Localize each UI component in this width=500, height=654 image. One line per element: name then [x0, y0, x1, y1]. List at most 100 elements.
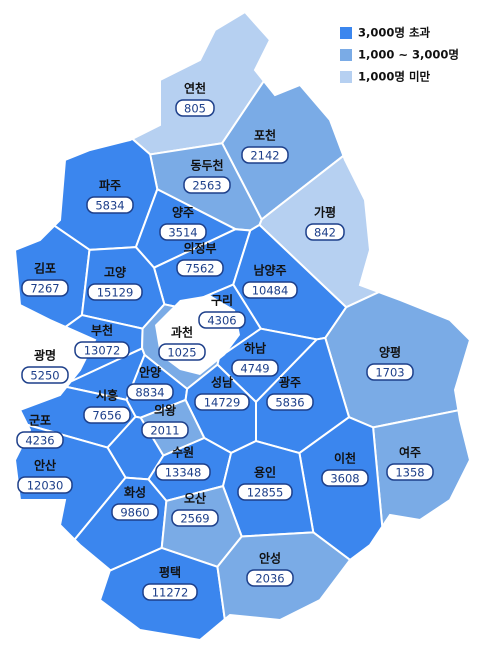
region-name: 시흥 [96, 388, 118, 403]
value-box [171, 509, 219, 527]
legend-swatch [340, 49, 352, 61]
value-box [126, 383, 174, 401]
region-name: 양평 [379, 345, 401, 360]
legend-swatch [340, 27, 352, 39]
region-name: 광명 [34, 348, 56, 363]
region-value: 5250 [30, 369, 59, 383]
legend: 3,000명 초과 1,000 ~ 3,000명 1,000명 미만 [340, 26, 459, 84]
region-value: 2036 [255, 572, 284, 586]
value-box [246, 569, 294, 587]
region-name: 남양주 [253, 263, 286, 278]
value-box [366, 363, 414, 381]
region-value: 7267 [30, 282, 59, 296]
region-value: 2563 [192, 179, 221, 193]
value-box [175, 99, 215, 117]
region-name: 오산 [184, 491, 206, 506]
value-box [17, 476, 73, 494]
region-name: 김포 [34, 261, 56, 276]
region-name: 용인 [254, 465, 276, 480]
value-box [86, 196, 134, 214]
value-box [242, 281, 298, 299]
value-box [194, 393, 250, 411]
region-value: 13348 [165, 466, 202, 480]
value-box [241, 146, 289, 164]
value-box [321, 469, 369, 487]
legend-label: 3,000명 초과 [358, 26, 431, 40]
region-value: 14729 [204, 396, 241, 410]
region-value: 8834 [135, 386, 164, 400]
value-box [386, 463, 434, 481]
region-value: 7562 [185, 262, 214, 276]
region-value: 4236 [25, 434, 54, 448]
region-name: 안양 [139, 365, 161, 380]
value-box [237, 483, 293, 501]
legend-label: 1,000명 미만 [358, 70, 431, 84]
value-box [176, 259, 224, 277]
value-box [158, 343, 206, 361]
region-name: 수원 [172, 446, 194, 460]
value-box [231, 359, 279, 377]
region-value: 3514 [168, 226, 197, 240]
region-value: 2569 [180, 512, 209, 526]
region-value: 5834 [95, 199, 124, 213]
region-value: 805 [184, 102, 206, 116]
region-value: 9860 [120, 506, 149, 520]
value-box [183, 176, 231, 194]
region-name: 포천 [254, 128, 276, 143]
region-value: 4749 [240, 362, 269, 376]
value-box [266, 393, 314, 411]
region-value: 1703 [375, 366, 404, 380]
value-box [159, 223, 207, 241]
region-name: 의왕 [154, 403, 176, 418]
value-box [21, 366, 69, 384]
region-value: 12855 [247, 486, 284, 500]
value-box [155, 463, 211, 481]
region-name: 이천 [334, 451, 356, 466]
region-name: 부천 [91, 323, 113, 338]
region-value: 3608 [330, 472, 359, 486]
region-value: 2142 [250, 149, 279, 163]
region-name: 광주 [279, 375, 301, 390]
value-box [16, 431, 64, 449]
region-name: 의정부 [183, 241, 216, 256]
region-name: 성남 [211, 375, 233, 390]
region-name: 가평 [314, 205, 336, 220]
region-name: 화성 [124, 485, 146, 500]
value-box [111, 503, 159, 521]
region-name: 군포 [29, 414, 51, 428]
region-value: 11272 [152, 586, 189, 600]
region-name: 동두천 [190, 158, 223, 173]
legend-swatch [340, 71, 352, 83]
value-box [83, 406, 131, 424]
region-value: 15129 [97, 286, 134, 300]
value-box [305, 223, 345, 241]
region-value: 7656 [92, 409, 121, 423]
region-name: 안성 [259, 551, 281, 566]
region-name: 구리 [211, 293, 233, 308]
region-name: 고양 [104, 265, 126, 280]
region-value: 5836 [275, 396, 304, 410]
value-box [74, 341, 130, 359]
region-value: 1358 [395, 466, 424, 480]
region-value: 842 [314, 226, 336, 240]
legend-label: 1,000 ~ 3,000명 [358, 48, 459, 62]
region-value: 4306 [207, 314, 236, 328]
region-name: 과천 [171, 325, 193, 340]
region-value: 13072 [84, 344, 121, 358]
region-value: 1025 [167, 346, 196, 360]
value-box [141, 421, 189, 439]
region-name: 안산 [34, 458, 56, 473]
value-box [142, 583, 198, 601]
region-name: 연천 [184, 81, 206, 96]
region-name: 양주 [172, 205, 194, 220]
value-box [198, 311, 246, 329]
region-name: 파주 [99, 178, 121, 193]
region-name: 여주 [399, 445, 421, 460]
region-value: 12030 [27, 479, 64, 493]
value-box [21, 279, 69, 297]
region-name: 하남 [244, 341, 266, 356]
region-value: 2011 [150, 424, 179, 438]
value-box [87, 283, 143, 301]
